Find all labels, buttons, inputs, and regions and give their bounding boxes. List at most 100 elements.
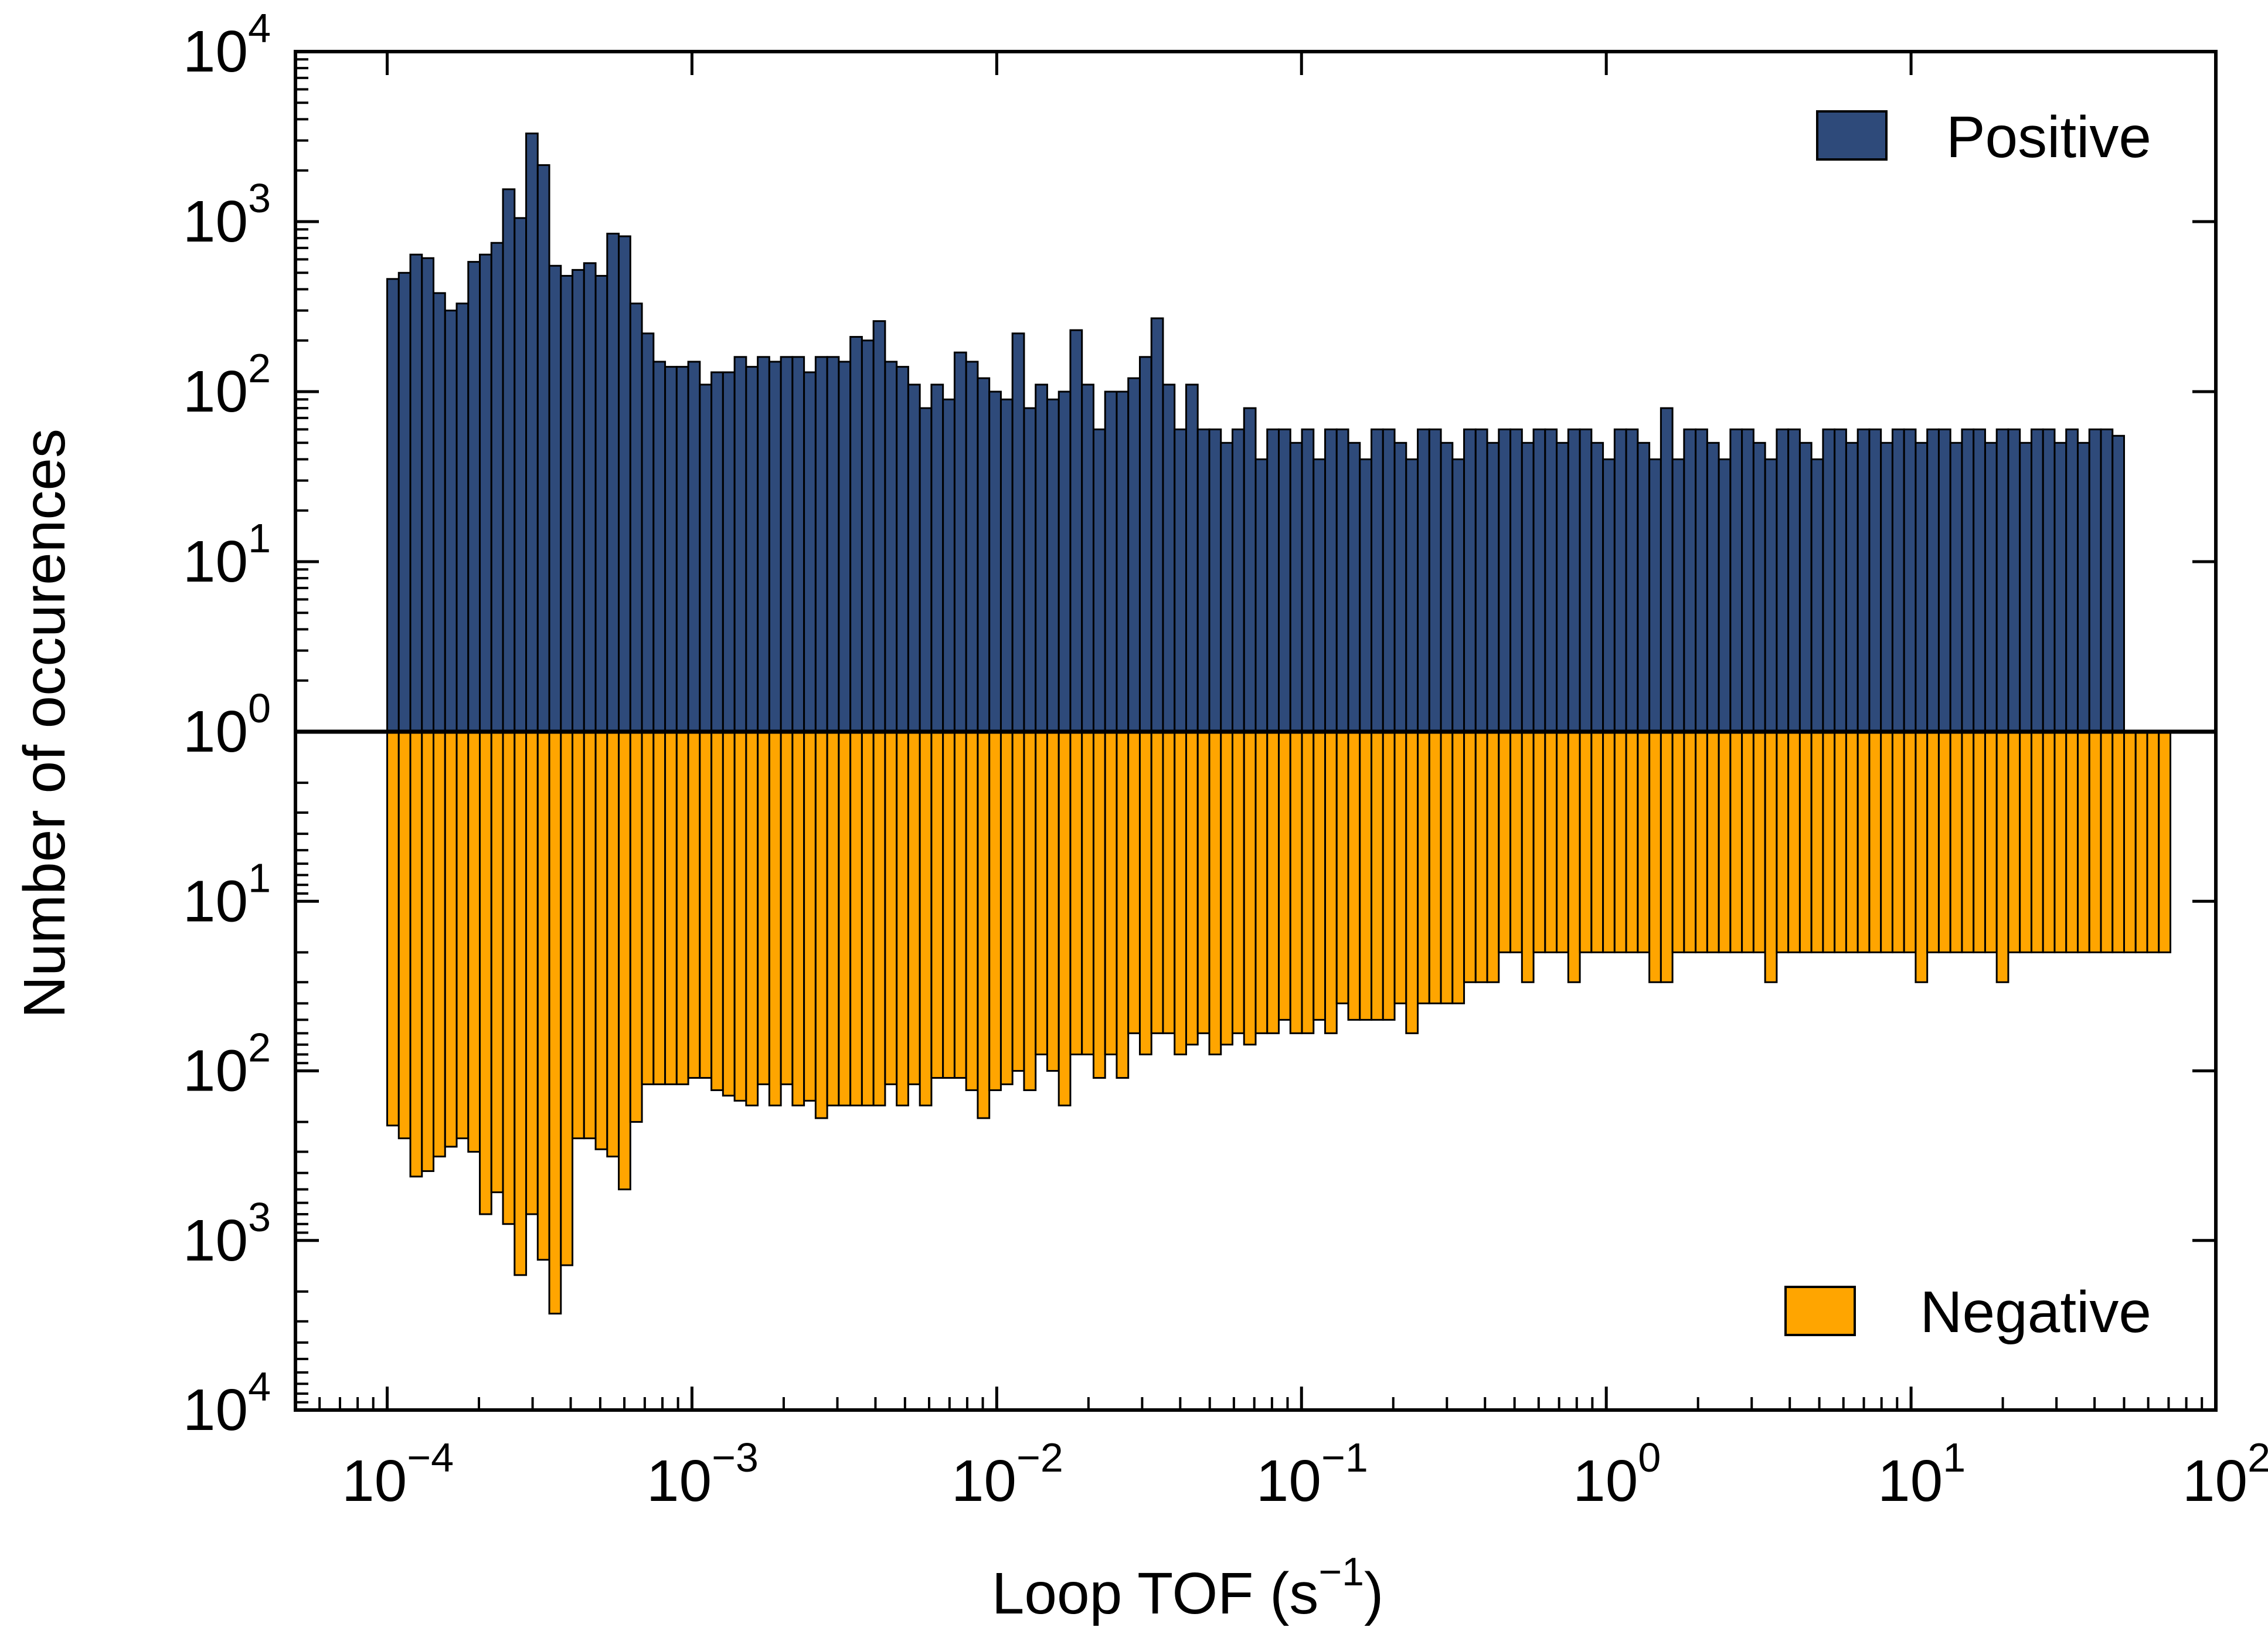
x-tick-label-5: 101 bbox=[1878, 1435, 1966, 1514]
negative-bar-23 bbox=[652, 731, 667, 1085]
positive-bar-97 bbox=[1509, 428, 1523, 733]
negative-bar-112 bbox=[1683, 731, 1697, 953]
negative-bar-30 bbox=[733, 731, 747, 1102]
positive-bar-73 bbox=[1231, 428, 1245, 733]
x-tick-label-2: 10−2 bbox=[951, 1435, 1063, 1514]
x-tick-label-5-exponent: 1 bbox=[1943, 1435, 1966, 1480]
negative-bar-134 bbox=[1937, 731, 1951, 953]
positive-bar-133 bbox=[1926, 428, 1940, 733]
positive-bar-139 bbox=[1995, 428, 2009, 733]
negative-bar-84 bbox=[1359, 731, 1373, 1021]
x-tick-label-5-base: 10 bbox=[1878, 1448, 1943, 1514]
negative-bar-98 bbox=[1521, 731, 1535, 983]
negative-bar-79 bbox=[1301, 731, 1315, 1034]
positive-bar-63 bbox=[1116, 390, 1130, 733]
positive-bar-37 bbox=[814, 356, 828, 733]
positive-bar-71 bbox=[1208, 428, 1222, 733]
y-tick-label-upper-2: 102 bbox=[183, 345, 271, 424]
negative-bar-114 bbox=[1706, 731, 1720, 953]
negative-bar-103 bbox=[1579, 731, 1593, 953]
positive-bar-88 bbox=[1405, 458, 1419, 733]
positive-bar-53 bbox=[999, 398, 1014, 733]
negative-bar-65 bbox=[1138, 731, 1152, 1055]
positive-bar-98 bbox=[1521, 441, 1535, 733]
positive-bar-90 bbox=[1428, 428, 1442, 733]
positive-bar-25 bbox=[675, 366, 689, 733]
positive-bar-77 bbox=[1278, 428, 1291, 733]
negative-bar-92 bbox=[1451, 731, 1465, 1004]
negative-bar-37 bbox=[814, 731, 828, 1119]
legend-negative-label: Negative bbox=[1920, 1279, 2151, 1345]
negative-bar-66 bbox=[1150, 731, 1164, 1034]
negative-bar-3 bbox=[421, 731, 435, 1172]
y-tick-label-upper-3-base: 10 bbox=[183, 189, 248, 254]
y-tick-label-upper-0-base: 10 bbox=[183, 699, 248, 765]
negative-bar-133 bbox=[1926, 731, 1940, 953]
negative-bar-73 bbox=[1231, 731, 1245, 1034]
x-tick-label-0-exponent: −4 bbox=[407, 1435, 454, 1480]
positive-bar-87 bbox=[1393, 441, 1407, 733]
legend-positive-label: Positive bbox=[1946, 104, 2151, 170]
y-tick-label-upper-0: 100 bbox=[183, 685, 271, 765]
positive-bar-102 bbox=[1567, 428, 1581, 733]
negative-bar-126 bbox=[1845, 731, 1859, 953]
positive-bar-99 bbox=[1532, 428, 1546, 733]
positive-bar-126 bbox=[1845, 441, 1859, 733]
y-tick-label-lower-3-base: 10 bbox=[183, 1377, 248, 1443]
negative-bar-143 bbox=[2042, 731, 2056, 953]
positive-bar-149 bbox=[2111, 434, 2125, 733]
negative-bar-26 bbox=[687, 731, 701, 1079]
negative-bar-36 bbox=[803, 731, 817, 1102]
negative-bar-97 bbox=[1509, 731, 1523, 953]
negative-bar-33 bbox=[768, 731, 782, 1107]
negative-bar-139 bbox=[1995, 731, 2009, 983]
positive-bar-11 bbox=[514, 217, 528, 733]
positive-bar-124 bbox=[1822, 428, 1836, 733]
negative-bar-137 bbox=[1973, 731, 1986, 953]
positive-bar-121 bbox=[1787, 428, 1801, 733]
x-tick-label-3-base: 10 bbox=[1256, 1448, 1321, 1514]
positive-bar-4 bbox=[433, 292, 446, 733]
positive-bar-8 bbox=[479, 253, 492, 733]
negative-bar-89 bbox=[1417, 731, 1430, 1004]
negative-bar-77 bbox=[1278, 731, 1291, 1021]
negative-bar-120 bbox=[1776, 731, 1790, 953]
negative-bar-15 bbox=[560, 731, 574, 1266]
negative-bar-149 bbox=[2111, 731, 2125, 953]
negative-bar-43 bbox=[884, 731, 898, 1085]
positive-bar-96 bbox=[1498, 428, 1512, 733]
positive-bar-141 bbox=[2019, 441, 2032, 733]
positive-bar-57 bbox=[1046, 398, 1060, 733]
negative-bar-27 bbox=[699, 731, 713, 1079]
positive-bar-10 bbox=[502, 188, 516, 733]
negative-bar-1 bbox=[397, 731, 412, 1140]
x-tick-label-3: 10−1 bbox=[1256, 1435, 1368, 1514]
positive-bar-114 bbox=[1706, 441, 1720, 733]
positive-bar-138 bbox=[1984, 441, 1998, 733]
positive-bar-69 bbox=[1185, 383, 1199, 733]
x-tick-label-6-base: 10 bbox=[2182, 1448, 2247, 1514]
negative-bar-115 bbox=[1718, 731, 1732, 953]
negative-bar-31 bbox=[745, 731, 759, 1107]
negative-bar-150 bbox=[2123, 731, 2137, 953]
positive-bar-100 bbox=[1544, 428, 1558, 733]
positive-bar-17 bbox=[583, 262, 597, 733]
negative-bar-130 bbox=[1891, 731, 1905, 953]
negative-bar-60 bbox=[1081, 731, 1094, 1055]
positive-bar-127 bbox=[1856, 428, 1871, 733]
negative-bar-56 bbox=[1035, 731, 1048, 1055]
x-tick-label-2-base: 10 bbox=[951, 1448, 1016, 1514]
y-tick-label-lower-0-exponent: 1 bbox=[248, 855, 271, 901]
positive-bar-118 bbox=[1752, 441, 1766, 733]
positive-bar-107 bbox=[1625, 428, 1639, 733]
negative-bar-102 bbox=[1567, 731, 1581, 983]
negative-bar-59 bbox=[1069, 731, 1083, 1055]
positive-bar-95 bbox=[1486, 441, 1500, 733]
negative-bar-85 bbox=[1371, 731, 1384, 1021]
negative-bar-129 bbox=[1880, 731, 1893, 953]
negative-bar-64 bbox=[1127, 731, 1141, 1034]
y-tick-label-upper-4-base: 10 bbox=[183, 19, 248, 84]
positive-bar-51 bbox=[977, 377, 991, 733]
y-tick-label-lower-1: 102 bbox=[183, 1025, 271, 1104]
